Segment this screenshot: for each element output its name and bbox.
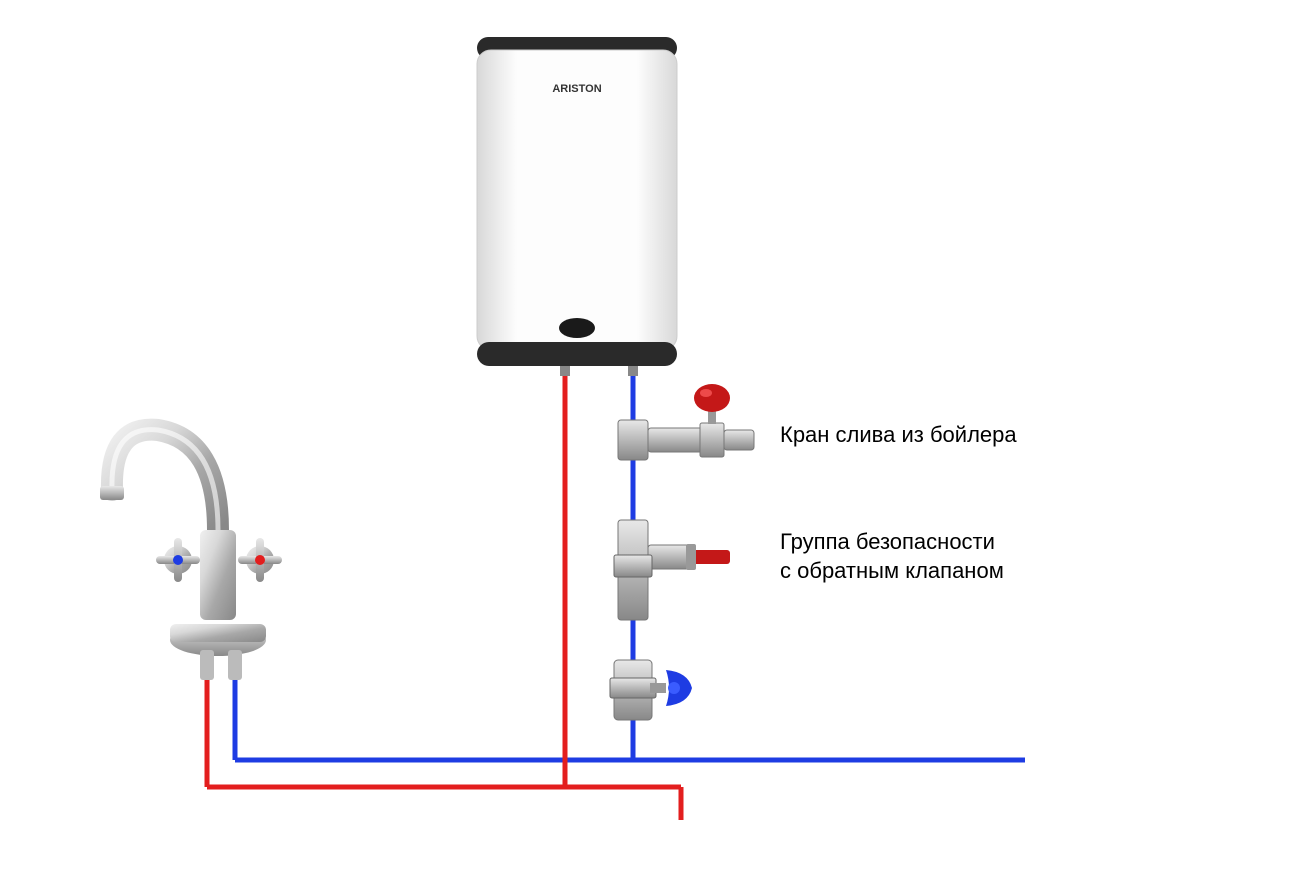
boiler: ARISTON bbox=[477, 37, 677, 376]
diagram-canvas: ARISTON bbox=[0, 0, 1299, 894]
safety-group-label: Группа безопасности с обратным клапаном bbox=[780, 528, 1004, 585]
faucet bbox=[100, 430, 282, 680]
drain-valve-label: Кран слива из бойлера bbox=[780, 421, 1017, 450]
inlet-valve bbox=[610, 660, 692, 720]
safety-group-label-line2: с обратным клапаном bbox=[780, 558, 1004, 583]
safety-group-label-line1: Группа безопасности bbox=[780, 529, 995, 554]
boiler-brand: ARISTON bbox=[552, 83, 601, 95]
drain-valve bbox=[618, 384, 754, 460]
safety-group-valve bbox=[614, 520, 730, 620]
